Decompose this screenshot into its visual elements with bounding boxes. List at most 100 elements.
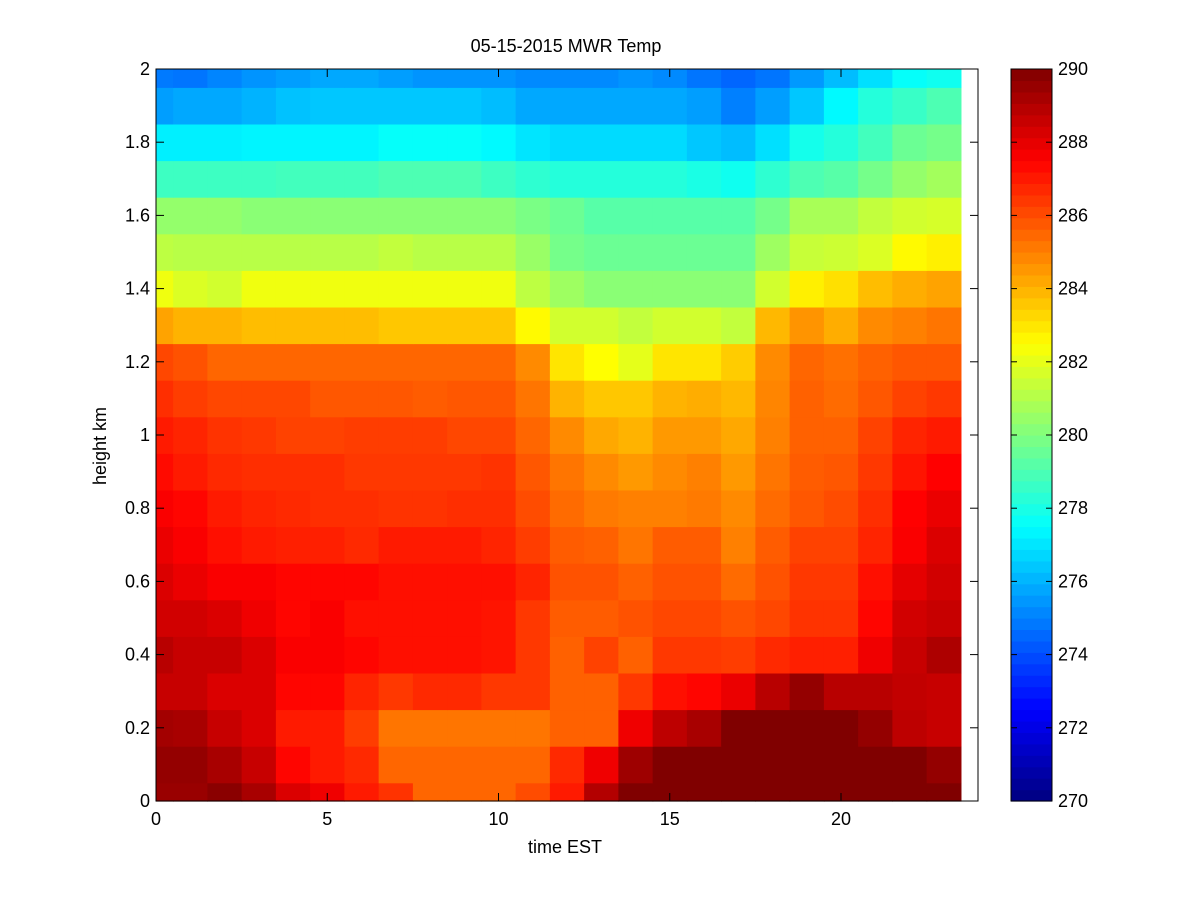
heatmap-cell (823, 782, 859, 802)
heatmap-cell (481, 160, 517, 198)
heatmap-cell (207, 526, 243, 564)
heatmap-cell (173, 489, 208, 528)
heatmap-cell (447, 709, 482, 747)
heatmap-cell (652, 343, 688, 381)
heatmap-cell (515, 416, 551, 454)
heatmap-cell (344, 453, 380, 491)
heatmap-cell (447, 197, 482, 235)
colorbar-step (1011, 354, 1052, 367)
heatmap-cell (789, 453, 825, 491)
heatmap-cell (156, 709, 174, 747)
heatmap-cell (156, 69, 174, 88)
heatmap-cell (686, 782, 722, 802)
heatmap-cell (481, 453, 517, 491)
heatmap-cell (858, 563, 893, 601)
heatmap-cell (447, 782, 482, 802)
heatmap-cell (652, 489, 688, 528)
heatmap-cell (412, 453, 448, 491)
heatmap-cell (926, 343, 962, 381)
heatmap-cell (823, 380, 859, 418)
heatmap-cell (652, 87, 688, 125)
heatmap-cell (344, 233, 380, 271)
heatmap-cell (892, 489, 928, 528)
heatmap-cell (173, 306, 208, 345)
heatmap-cell (241, 233, 277, 271)
heatmap-cell (241, 782, 277, 802)
colorbar-tick-label: 280 (1058, 425, 1088, 445)
colorbar-step (1011, 778, 1052, 791)
colorbar-step (1011, 537, 1052, 550)
heatmap-cell (447, 306, 482, 345)
heatmap-cell (686, 709, 722, 747)
heatmap-cell (310, 270, 345, 308)
heatmap-cell (207, 489, 243, 528)
heatmap-cell (156, 160, 174, 198)
heatmap-cell (207, 270, 243, 308)
heatmap-cell (823, 69, 859, 88)
heatmap-cell (378, 380, 414, 418)
heatmap-cell (173, 123, 208, 162)
heatmap-cell (310, 563, 345, 601)
heatmap-cell (156, 306, 174, 345)
heatmap-cell (344, 69, 380, 88)
heatmap-cell (515, 343, 551, 381)
heatmap-cell (858, 306, 893, 345)
heatmap-cell (412, 636, 448, 674)
heatmap-cell (173, 416, 208, 454)
heatmap-cell (378, 636, 414, 674)
heatmap-cell (789, 746, 825, 784)
y-tick-label: 0.8 (125, 498, 150, 518)
heatmap-cell (755, 197, 791, 235)
heatmap-cell (721, 453, 756, 491)
heatmap-cell (652, 746, 688, 784)
heatmap-cell (412, 599, 448, 637)
heatmap-cell (789, 343, 825, 381)
heatmap-cell (858, 343, 893, 381)
heatmap-cell (173, 746, 208, 784)
heatmap-cell (173, 69, 208, 88)
heatmap-cell (789, 233, 825, 271)
colorbar-tick-label: 272 (1058, 718, 1088, 738)
heatmap-cell (310, 416, 345, 454)
heatmap-cell (412, 69, 448, 88)
heatmap-cell (310, 343, 345, 381)
heatmap-cell (686, 672, 722, 711)
heatmap-cell (378, 782, 414, 802)
heatmap-cell (584, 709, 619, 747)
heatmap-cell (173, 270, 208, 308)
heatmap-cell (378, 233, 414, 271)
heatmap-cell (344, 270, 380, 308)
colorbar-step (1011, 720, 1052, 733)
heatmap-cell (686, 563, 722, 601)
heatmap-cell (721, 306, 756, 345)
heatmap-cell (892, 709, 928, 747)
colorbar-step (1011, 480, 1052, 493)
heatmap-cell (447, 69, 482, 88)
heatmap-cell (207, 306, 243, 345)
heatmap-cell (926, 526, 962, 564)
heatmap-cell (378, 709, 414, 747)
heatmap-cell (618, 270, 654, 308)
heatmap-cell (721, 746, 756, 784)
heatmap-cell (515, 746, 551, 784)
heatmap-cell (447, 453, 482, 491)
heatmap-cell (156, 563, 174, 601)
heatmap-cell (892, 599, 928, 637)
heatmap-cell (515, 123, 551, 162)
heatmap-cell (652, 526, 688, 564)
colorbar-step (1011, 469, 1052, 482)
heatmap-cell (310, 599, 345, 637)
heatmap-cell (858, 489, 893, 528)
colorbar-step (1011, 675, 1052, 688)
heatmap-cell (858, 87, 893, 125)
heatmap-cell (892, 782, 928, 802)
heatmap-cell (378, 563, 414, 601)
heatmap-cell (755, 270, 791, 308)
heatmap-cell (207, 746, 243, 784)
heatmap-cell (618, 599, 654, 637)
heatmap-cell (618, 453, 654, 491)
heatmap-cell (686, 87, 722, 125)
y-tick-label: 2 (140, 59, 150, 79)
heatmap-cell (926, 672, 962, 711)
heatmap-cell (686, 69, 722, 88)
